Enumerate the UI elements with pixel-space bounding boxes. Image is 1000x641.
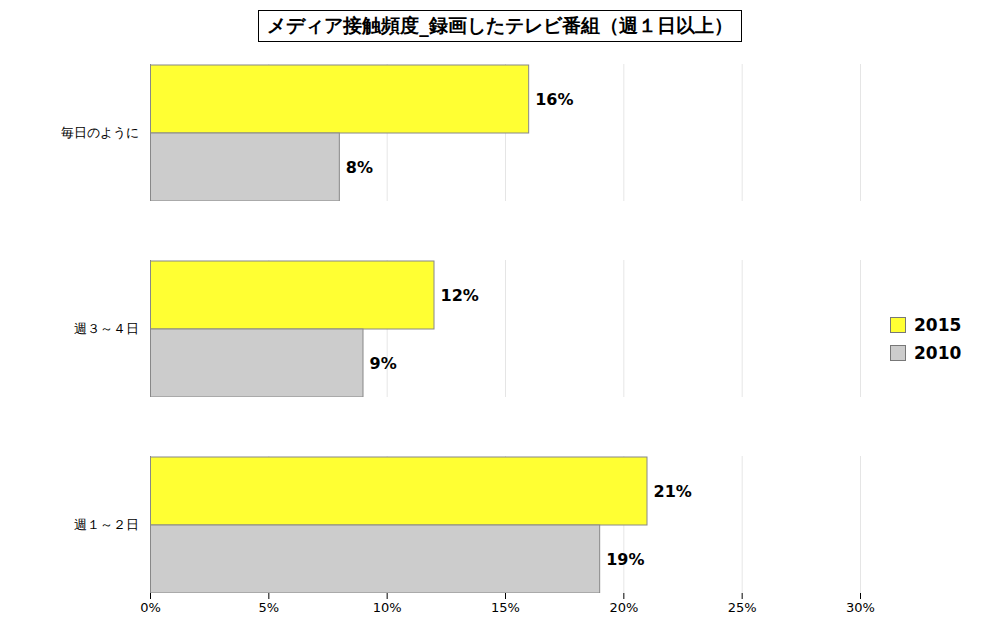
svg-text:21%: 21%: [654, 482, 692, 501]
svg-text:15%: 15%: [491, 600, 520, 615]
svg-text:0%: 0%: [140, 600, 161, 615]
svg-text:25%: 25%: [728, 600, 757, 615]
svg-text:12%: 12%: [441, 286, 479, 305]
svg-text:30%: 30%: [846, 600, 875, 615]
html-text:メディア接触頻度_録画したテレビ番組（週１日以上）: メディア接触頻度_録画したテレビ番組（週１日以上）: [267, 14, 733, 36]
html-text:2015: 2015: [914, 315, 962, 335]
svg-text:10%: 10%: [373, 600, 402, 615]
svg-text:週３～４日: 週３～４日: [74, 321, 139, 336]
html-text:2010: 2010: [914, 343, 962, 363]
svg-text:9%: 9%: [370, 354, 397, 373]
svg-text:19%: 19%: [606, 550, 644, 569]
svg-text:5%: 5%: [259, 600, 280, 615]
svg-text:毎日のように: 毎日のように: [61, 125, 139, 140]
svg-text:20%: 20%: [609, 600, 638, 615]
svg-text:週１～２日: 週１～２日: [74, 517, 139, 532]
svg-text:8%: 8%: [346, 158, 373, 177]
svg-text:16%: 16%: [535, 90, 573, 109]
